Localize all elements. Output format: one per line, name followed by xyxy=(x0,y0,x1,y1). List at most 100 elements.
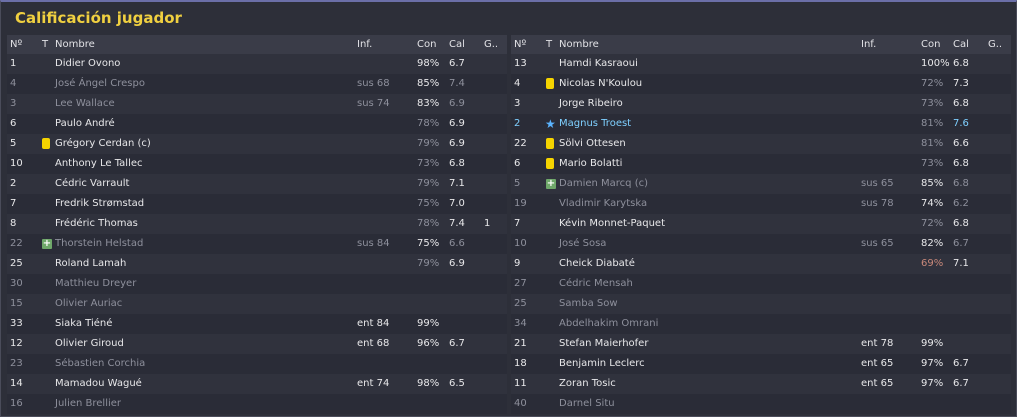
player-name[interactable]: Hamdi Kasraoui xyxy=(559,58,638,69)
player-row[interactable]: 11 Zoran Tosic ent 65 97% 6.7 xyxy=(511,374,1011,394)
player-row[interactable]: 2 Cédric Varrault 79% 7.1 xyxy=(7,174,507,194)
player-row[interactable]: 6 Paulo André 78% 6.9 xyxy=(7,114,507,134)
player-name[interactable]: Abdelhakim Omrani xyxy=(559,318,659,329)
player-row[interactable]: 1 Didier Ovono 98% 6.7 xyxy=(7,54,507,74)
col-rating[interactable]: Cal xyxy=(449,39,465,50)
player-row[interactable]: 12 Olivier Giroud ent 68 96% 6.7 xyxy=(7,334,507,354)
player-condition: 99% xyxy=(417,318,440,329)
player-name[interactable]: Sölvi Ottesen xyxy=(559,138,626,149)
player-name[interactable]: Didier Ovono xyxy=(55,58,121,69)
player-row[interactable]: 6 Mario Bolatti 73% 6.8 xyxy=(511,154,1011,174)
player-name[interactable]: Mamadou Wagué xyxy=(55,378,142,389)
player-row[interactable]: 7 Kévin Monnet-Paquet 72% 6.8 xyxy=(511,214,1011,234)
player-name[interactable]: Siaka Tiéné xyxy=(55,318,113,329)
player-row[interactable]: 40 Darnel Situ xyxy=(511,394,1011,414)
yellow-card-icon xyxy=(42,138,50,149)
player-name[interactable]: Damien Marcq (c) xyxy=(559,178,648,189)
col-name[interactable]: Nombre xyxy=(55,39,95,50)
player-name[interactable]: Paulo André xyxy=(55,118,115,129)
player-info: ent 68 xyxy=(357,338,390,349)
col-number[interactable]: Nº xyxy=(10,39,23,50)
player-row[interactable]: 16 Julien Brellier xyxy=(7,394,507,414)
player-row[interactable]: 10 José Sosa sus 65 82% 6.7 xyxy=(511,234,1011,254)
player-name[interactable]: Olivier Auriac xyxy=(55,298,123,309)
player-name[interactable]: Nicolas N'Koulou xyxy=(559,78,643,89)
player-row[interactable]: 10 Anthony Le Tallec 73% 6.8 xyxy=(7,154,507,174)
player-name[interactable]: Vladimir Karytska xyxy=(559,198,648,209)
player-name[interactable]: Olivier Giroud xyxy=(55,338,124,349)
player-row[interactable]: 7 Fredrik Strømstad 75% 7.0 xyxy=(7,194,507,214)
col-name[interactable]: Nombre xyxy=(559,39,599,50)
player-name[interactable]: Cédric Varrault xyxy=(55,178,130,189)
player-row[interactable]: 21 Stefan Maierhofer ent 78 99% xyxy=(511,334,1011,354)
player-name[interactable]: Mario Bolatti xyxy=(559,158,623,169)
player-row[interactable]: 34 Abdelhakim Omrani xyxy=(511,314,1011,334)
player-name[interactable]: Matthieu Dreyer xyxy=(55,278,137,289)
player-number: 23 xyxy=(10,358,23,369)
player-row[interactable]: 25 Roland Lamah 79% 6.9 xyxy=(7,254,507,274)
player-row[interactable]: 25 Samba Sow xyxy=(511,294,1011,314)
player-name[interactable]: Magnus Troest xyxy=(559,118,632,129)
player-name[interactable]: Fredrik Strømstad xyxy=(55,198,145,209)
player-row[interactable]: 18 Benjamin Leclerc ent 65 97% 6.7 xyxy=(511,354,1011,374)
col-info[interactable]: Inf. xyxy=(861,39,877,50)
player-name[interactable]: Jorge Ribeiro xyxy=(559,98,623,109)
player-name[interactable]: Thorstein Helstad xyxy=(55,238,144,249)
player-row[interactable]: 30 Matthieu Dreyer xyxy=(7,274,507,294)
player-row[interactable]: 9 Cheick Diabaté 69% 7.1 xyxy=(511,254,1011,274)
col-goals[interactable]: G.. xyxy=(484,39,499,50)
player-number: 10 xyxy=(10,158,23,169)
player-row[interactable]: 19 Vladimir Karytska sus 78 74% 6.2 xyxy=(511,194,1011,214)
player-name[interactable]: Cheick Diabaté xyxy=(559,258,635,269)
col-condition[interactable]: Con xyxy=(417,39,437,50)
player-row[interactable]: 4 José Ángel Crespo sus 68 85% 7.4 xyxy=(7,74,507,94)
player-name[interactable]: José Ángel Crespo xyxy=(55,78,145,89)
player-row[interactable]: 3 Jorge Ribeiro 73% 6.8 xyxy=(511,94,1011,114)
substitution-icon: + xyxy=(546,178,556,189)
player-number: 2 xyxy=(514,118,521,129)
player-row[interactable]: 4 Nicolas N'Koulou 72% 7.3 xyxy=(511,74,1011,94)
player-row[interactable]: 15 Olivier Auriac xyxy=(7,294,507,314)
col-info[interactable]: Inf. xyxy=(357,39,373,50)
player-row[interactable]: 3 Lee Wallace sus 74 83% 6.9 xyxy=(7,94,507,114)
player-rating: 6.8 xyxy=(953,218,969,229)
player-name[interactable]: Lee Wallace xyxy=(55,98,115,109)
player-name[interactable]: Darnel Situ xyxy=(559,398,615,409)
col-number[interactable]: Nº xyxy=(514,39,527,50)
player-name[interactable]: Samba Sow xyxy=(559,298,618,309)
player-name[interactable]: José Sosa xyxy=(559,238,607,249)
col-type[interactable]: T xyxy=(546,39,553,50)
col-goals[interactable]: G.. xyxy=(988,39,1003,50)
player-row[interactable]: 23 Sébastien Corchia xyxy=(7,354,507,374)
player-row[interactable]: 5 Damien Marcq (c) sus 65 85% 6.8 + xyxy=(511,174,1011,194)
player-info: ent 84 xyxy=(357,318,390,329)
player-name[interactable]: Julien Brellier xyxy=(55,398,122,409)
player-name[interactable]: Benjamin Leclerc xyxy=(559,358,645,369)
player-rating: 6.2 xyxy=(953,198,969,209)
col-type[interactable]: T xyxy=(42,39,49,50)
player-name[interactable]: Stefan Maierhofer xyxy=(559,338,649,349)
player-name[interactable]: Roland Lamah xyxy=(55,258,127,269)
player-condition: 99% xyxy=(921,338,944,349)
player-row[interactable]: 33 Siaka Tiéné ent 84 99% xyxy=(7,314,507,334)
player-name[interactable]: Kévin Monnet-Paquet xyxy=(559,218,665,229)
player-row[interactable]: 22 Sölvi Ottesen 81% 6.6 xyxy=(511,134,1011,154)
player-name[interactable]: Anthony Le Tallec xyxy=(55,158,143,169)
player-name[interactable]: Zoran Tosic xyxy=(559,378,616,389)
col-condition[interactable]: Con xyxy=(921,39,941,50)
player-row[interactable]: 8 Frédéric Thomas 78% 7.4 1 xyxy=(7,214,507,234)
player-row[interactable]: 5 Grégory Cerdan (c) 79% 6.9 xyxy=(7,134,507,154)
player-condition: 85% xyxy=(417,78,440,89)
player-info: sus 65 xyxy=(861,178,894,189)
player-name[interactable]: Grégory Cerdan (c) xyxy=(55,138,151,149)
player-name[interactable]: Sébastien Corchia xyxy=(55,358,146,369)
player-row[interactable]: 2 Magnus Troest 81% 7.6 ★ xyxy=(511,114,1011,134)
player-name[interactable]: Frédéric Thomas xyxy=(55,218,138,229)
player-row[interactable]: 27 Cédric Mensah xyxy=(511,274,1011,294)
player-number: 5 xyxy=(10,138,17,149)
player-name[interactable]: Cédric Mensah xyxy=(559,278,633,289)
player-row[interactable]: 13 Hamdi Kasraoui 100% 6.8 xyxy=(511,54,1011,74)
col-rating[interactable]: Cal xyxy=(953,39,969,50)
player-row[interactable]: 22 Thorstein Helstad sus 84 75% 6.6 + xyxy=(7,234,507,254)
player-row[interactable]: 14 Mamadou Wagué ent 74 98% 6.5 xyxy=(7,374,507,394)
